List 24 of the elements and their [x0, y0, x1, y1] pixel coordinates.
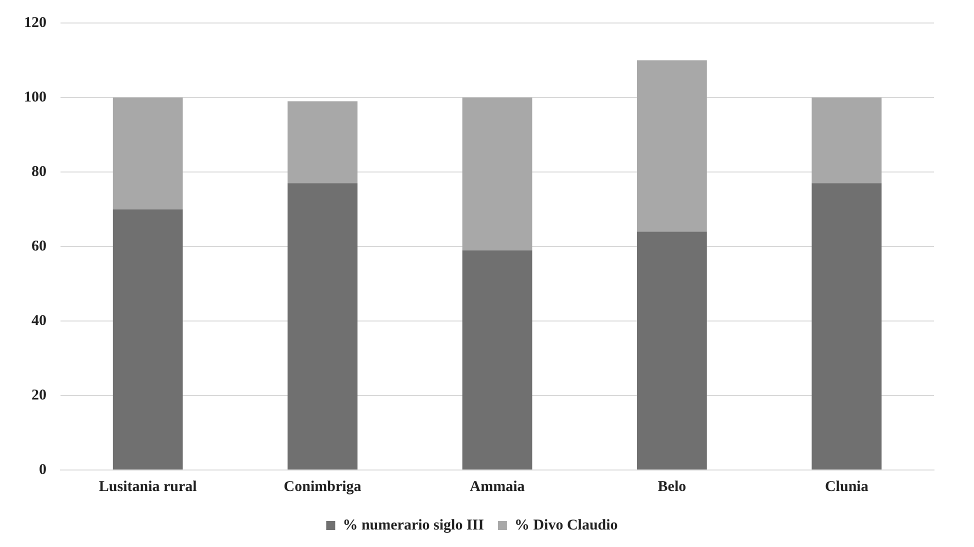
y-tick-label: 80	[32, 164, 46, 180]
x-tick-label: Belo	[658, 478, 686, 495]
bar	[812, 98, 882, 184]
legend-label: % numerario siglo III	[342, 517, 484, 534]
bar	[462, 98, 532, 250]
y-tick-label: 20	[32, 387, 46, 404]
legend-label: % Divo Claudio	[514, 517, 618, 534]
x-tick-label: Ammaia	[470, 478, 526, 495]
y-tick-label: 0	[39, 462, 46, 478]
x-tick-label: Clunia	[824, 478, 869, 495]
y-tick-label: 60	[32, 238, 46, 254]
y-tick-label: 40	[32, 312, 46, 329]
bar	[288, 183, 358, 470]
bar	[637, 232, 707, 470]
bar	[812, 183, 882, 470]
bar	[637, 60, 707, 232]
bar	[112, 98, 183, 210]
bar	[288, 101, 358, 184]
y-tick-label: 100	[24, 89, 46, 106]
bar	[462, 250, 532, 470]
x-tick-label: Conimbriga	[284, 478, 362, 495]
x-tick-label: Lusitania rural	[98, 478, 197, 495]
y-tick-label: 120	[24, 14, 46, 31]
bar	[112, 209, 183, 470]
